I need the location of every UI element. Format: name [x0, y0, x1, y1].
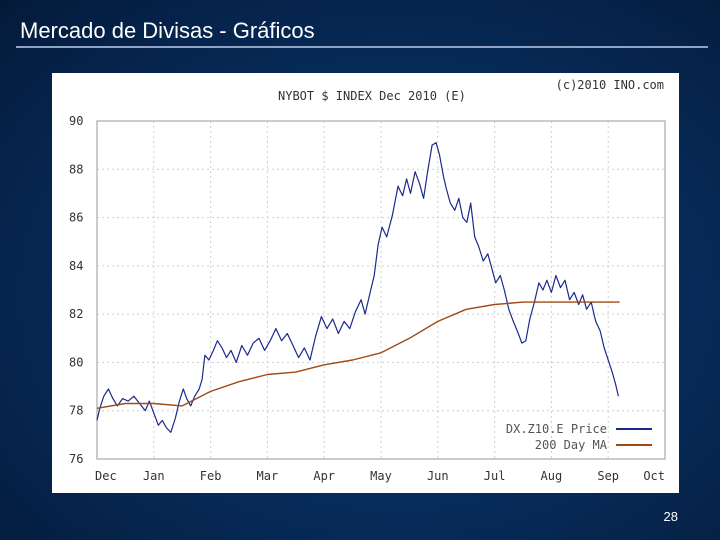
x-tick-label-jan: Jan [143, 469, 165, 483]
y-tick-label-80: 80 [69, 355, 83, 369]
y-tick-label-84: 84 [69, 259, 83, 273]
y-tick-label-76: 76 [69, 452, 83, 466]
x-tick-label-sep: Sep [597, 469, 619, 483]
x-tick-label-aug: Aug [541, 469, 563, 483]
chart-title: NYBOT $ INDEX Dec 2010 (E) [278, 89, 466, 103]
page-number: 28 [663, 509, 678, 524]
legend-label-ma: 200 Day MA [535, 438, 608, 452]
grid-lines [96, 120, 666, 460]
y-tick-label-78: 78 [69, 404, 83, 418]
moving-average-series-line [96, 301, 620, 409]
legend: DX.Z10.E Price 200 Day MA [506, 422, 652, 452]
plot-area-frame [96, 120, 666, 460]
price-chart: NYBOT $ INDEX Dec 2010 (E) (c)2010 INO.c… [69, 78, 666, 483]
y-tick-label-90: 90 [69, 114, 83, 128]
y-tick-label-82: 82 [69, 307, 83, 321]
x-tick-label-mar: Mar [257, 469, 279, 483]
x-tick-label-jul: Jul [484, 469, 506, 483]
y-tick-label-88: 88 [69, 162, 83, 176]
legend-label-price: DX.Z10.E Price [506, 422, 607, 436]
chart-panel: NYBOT $ INDEX Dec 2010 (E) (c)2010 INO.c… [52, 73, 679, 493]
x-tick-label-dec: Dec [95, 469, 117, 483]
slide-title: Mercado de Divisas - Gráficos [20, 18, 315, 43]
y-axis-tick-labels: 76 78 80 82 84 86 88 90 [69, 114, 83, 466]
x-tick-label-jun: Jun [427, 469, 449, 483]
chart-copyright: (c)2010 INO.com [556, 78, 664, 92]
x-axis-tick-labels: Dec Jan Feb Mar Apr May Jun Jul Aug Sep Oct [95, 469, 665, 483]
y-tick-label-86: 86 [69, 211, 83, 225]
x-tick-label-feb: Feb [200, 469, 222, 483]
price-series-line [96, 142, 619, 433]
title-divider [16, 46, 708, 48]
x-tick-label-oct: Oct [643, 469, 665, 483]
x-tick-label-may: May [370, 469, 392, 483]
series-lines [96, 142, 620, 433]
x-tick-label-apr: Apr [313, 469, 335, 483]
